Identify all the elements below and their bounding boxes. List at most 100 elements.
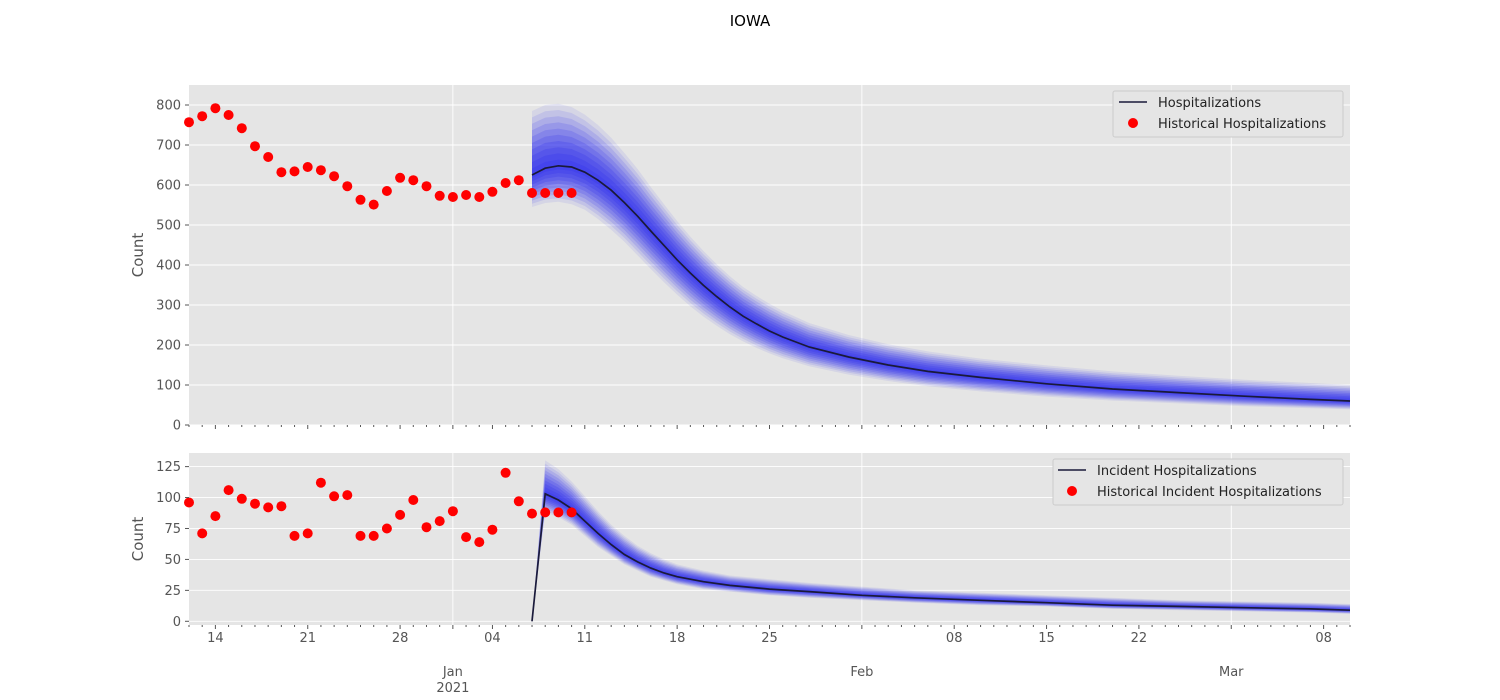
bottom-legend-point-swatch [1067, 486, 1077, 496]
historical-point [315, 477, 326, 488]
historical-incident-hospitalizations-points [184, 467, 577, 548]
x-tick-label: 04 [484, 631, 501, 646]
historical-point [500, 178, 511, 188]
incident-hospitalizations-panel: 0 25 50 75 100 125 14 21 28 04 11 18 25 Feb 08 15 22 Mar… [129, 453, 1351, 696]
y-tick-label: 100 [156, 379, 181, 394]
historical-point [355, 530, 366, 541]
hospitalizations-line [531, 164, 1351, 402]
y-tick-label: 75 [164, 522, 181, 537]
historical-point [302, 528, 313, 539]
bottom-legend-forecast-label: Incident Hospitalizations [1097, 464, 1257, 479]
figure-title: IOWA [730, 12, 771, 30]
x-tick-label: 14 [207, 631, 224, 646]
top-y-axis-label: Count [129, 233, 147, 278]
historical-point [236, 493, 247, 504]
x-tick-label: 22 [1131, 631, 1148, 646]
x-tick-label-year: 2021 [436, 681, 469, 696]
x-tick-label: 21 [299, 631, 316, 646]
historical-point [197, 528, 208, 539]
x-tick-label: Feb [850, 665, 873, 680]
historical-point [566, 507, 577, 518]
historical-point [395, 509, 406, 520]
top-legend-forecast-label: Hospitalizations [1158, 96, 1261, 111]
y-tick-label: 300 [156, 299, 181, 314]
band-layer [532, 134, 1350, 406]
x-tick-label: 08 [1315, 631, 1332, 646]
top-legend: Hospitalizations Historical Hospitalizat… [1112, 90, 1344, 138]
y-tick-label: 100 [156, 491, 181, 506]
historical-point [210, 103, 221, 114]
historical-point [342, 490, 353, 501]
x-tick-label: Mar [1219, 665, 1244, 680]
historical-point [302, 162, 313, 172]
historical-point [289, 530, 300, 541]
y-tick-label: 700 [156, 139, 181, 154]
historical-point [408, 175, 419, 186]
historical-point [395, 172, 406, 183]
x-tick-label: 11 [577, 631, 594, 646]
historical-point [197, 111, 208, 122]
historical-point [527, 188, 537, 198]
x-tick-label: 28 [392, 631, 409, 646]
band-layer [532, 141, 1350, 405]
historical-point [434, 516, 445, 527]
historical-point [381, 186, 392, 196]
historical-point [461, 190, 472, 200]
band-layer [532, 110, 1350, 409]
historical-hospitalizations-points [184, 103, 577, 210]
bottom-y-axis-label: Count [129, 517, 147, 562]
band-layer [532, 103, 1350, 410]
y-tick-label: 600 [156, 179, 181, 194]
bottom-legend-box [1052, 458, 1344, 506]
historical-point [276, 501, 287, 512]
top-y-tick-labels: 0 100 200 300 400 500 600 700 800 [156, 99, 189, 434]
y-tick-label: 25 [164, 584, 181, 599]
band-layer [532, 483, 1350, 622]
historical-point [421, 181, 432, 192]
top-legend-point-swatch [1128, 118, 1138, 128]
x-tick-label: 15 [1038, 631, 1055, 646]
historical-point [487, 186, 498, 197]
historical-point [540, 507, 551, 518]
historical-point [355, 194, 366, 205]
y-tick-label: 125 [156, 460, 181, 475]
historical-point [474, 192, 485, 202]
y-tick-label: 200 [156, 339, 181, 354]
y-tick-label: 800 [156, 99, 181, 114]
historical-point [315, 165, 326, 176]
historical-point [513, 496, 524, 507]
bottom-legend: Incident Hospitalizations Historical Inc… [1052, 458, 1344, 506]
top-legend-historical-label: Historical Hospitalizations [1158, 117, 1326, 132]
band-layer [532, 116, 1350, 408]
forecast-series-line [531, 492, 1351, 622]
x-tick-label: 08 [946, 631, 963, 646]
historical-point [236, 123, 247, 134]
x-tick-label-jan: Jan [442, 665, 463, 680]
historical-point [527, 508, 537, 519]
historical-point [210, 511, 221, 522]
historical-point [263, 152, 274, 162]
historical-point [540, 188, 551, 198]
band-layer [532, 463, 1350, 622]
historical-point [487, 524, 498, 535]
historical-point [553, 188, 564, 198]
historical-point [447, 506, 458, 517]
historical-point [368, 199, 379, 210]
x-tick-label: 18 [669, 631, 686, 646]
historical-point [342, 181, 353, 192]
historical-point [434, 190, 445, 201]
historical-point [368, 530, 379, 541]
historical-point [408, 495, 419, 505]
y-tick-label: 0 [173, 419, 181, 434]
historical-point [329, 491, 340, 502]
bottom-y-tick-labels: 0 25 50 75 100 125 [156, 460, 189, 630]
hospitalizations-panel: 0 100 200 300 400 500 600 700 800 Count Hospital… [129, 85, 1351, 434]
bottom-legend-historical-label: Historical Incident Hospitalizations [1097, 485, 1322, 500]
y-tick-label: 400 [156, 259, 181, 274]
top-x-tick-marks [188, 425, 1351, 429]
historical-point [329, 171, 340, 182]
historical-point [223, 110, 234, 120]
y-tick-label: 50 [164, 553, 181, 568]
historical-point [566, 188, 577, 198]
